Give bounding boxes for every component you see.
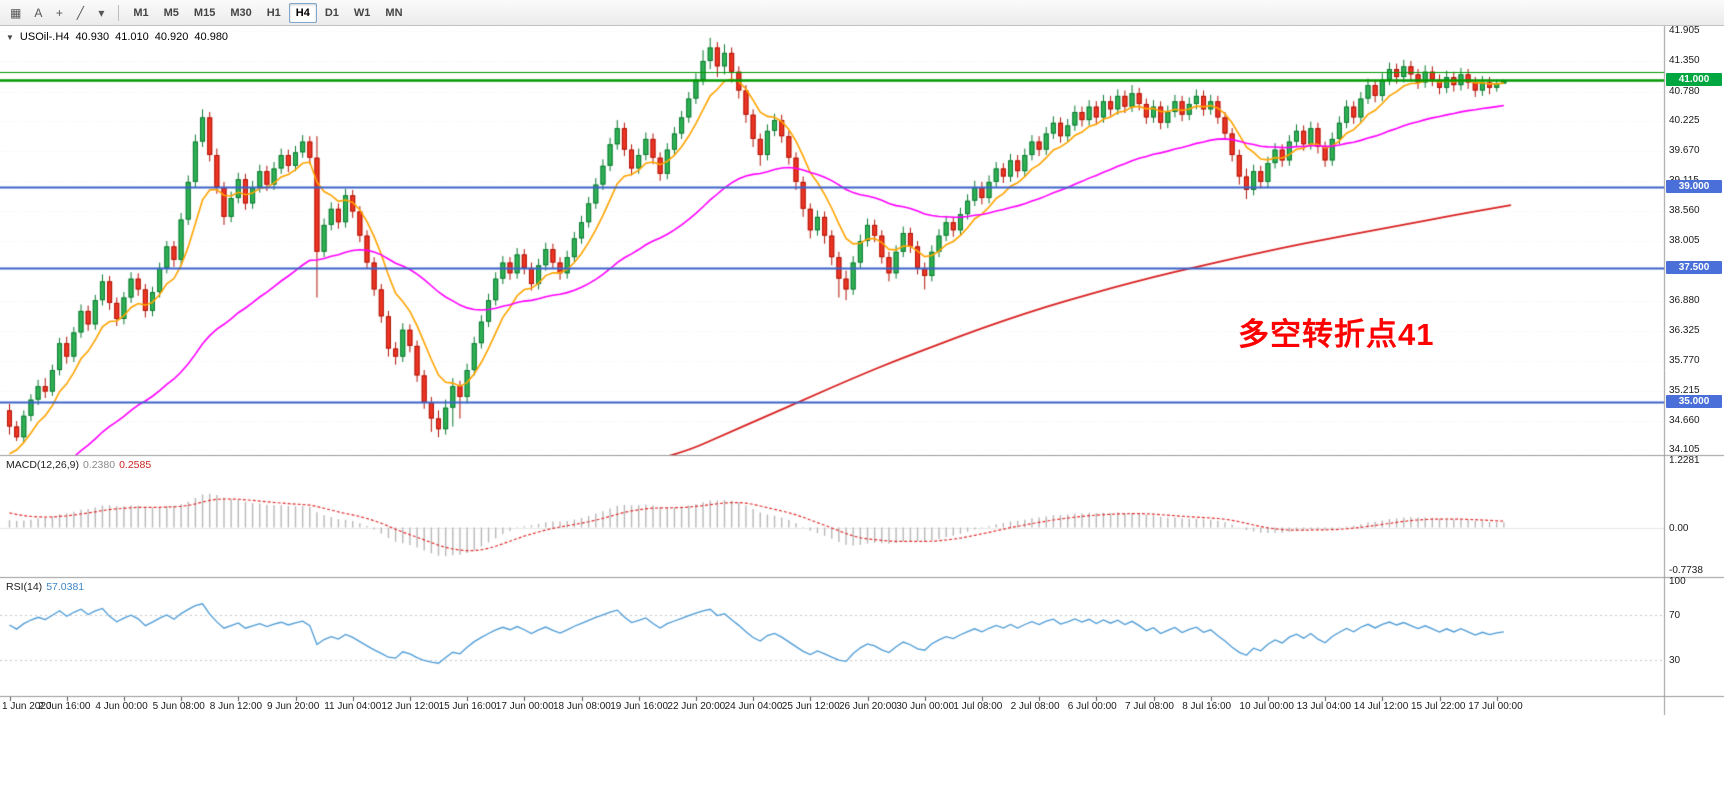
price-tick-label: 35.215 [1669,384,1700,396]
chart-window-icon[interactable]: ▦ [4,3,27,23]
timeframe-button-m1[interactable]: M1 [126,3,155,23]
time-tick-label: 15 Jun 16:00 [438,701,497,712]
collapse-arrow-icon[interactable]: ▼ [6,32,14,42]
price-line-badge: 41.000 [1666,72,1722,86]
rsi-tick-label: 30 [1669,655,1681,667]
symbol-name: USOil-.H4 [19,31,70,43]
price-line-badge: 39.000 [1666,180,1722,194]
time-tick-label: 6 Jul 00:00 [1067,701,1117,712]
time-tick-label: 26 Jun 20:00 [839,701,897,712]
price-tick-label: 40.780 [1669,85,1700,97]
macd-indicator-label: MACD(12,26,9) 0.2380 0.2585 [6,459,151,471]
time-tick-label: 12 Jun 12:00 [381,701,440,712]
time-tick-label: 24 Jun 04:00 [724,701,783,712]
time-tick-label: 1 Jul 08:00 [953,701,1003,712]
timeframe-button-d1[interactable]: D1 [318,3,346,23]
timeframe-button-w1[interactable]: W1 [347,3,378,23]
rsi-value: 57.0381 [46,581,85,593]
symbol-info[interactable]: ▼ USOil-.H4 40.930 41.010 40.920 40.980 [6,31,228,43]
time-tick-label: 22 Jun 20:00 [667,701,726,712]
time-tick-label: 8 Jul 16:00 [1182,701,1232,712]
chart-annotation: 多空转折点41 [1238,317,1435,352]
time-tick-label: 17 Jul 00:00 [1468,701,1523,712]
timeframe-button-m30[interactable]: M30 [223,3,258,23]
time-tick-label: 1 Jun 2020 [2,701,52,712]
rsi-tick-label: 100 [1669,576,1686,588]
timeframe-toolbar: M1 M5 M15 M30 H1 H4 D1 W1 MN [126,2,409,23]
trendline-tool-icon[interactable]: ╱ [70,3,90,23]
price-tick-label: 41.905 [1669,25,1700,37]
time-tick-label: 17 Jun 00:00 [495,701,554,712]
ohlc-low: 40.920 [154,31,189,43]
price-tick-label: 41.350 [1669,54,1700,66]
time-tick-label: 5 Jun 08:00 [152,701,205,712]
time-tick-label: 2 Jul 08:00 [1010,701,1060,712]
time-tick-label: 8 Jun 12:00 [209,701,263,712]
rsi-tick-label: 70 [1669,610,1681,622]
ohlc-close: 40.980 [194,31,229,43]
price-tick-label: 34.105 [1669,444,1700,456]
toolbar-separator [118,4,120,21]
time-tick-label: 14 Jul 12:00 [1353,701,1409,712]
time-tick-label: 13 Jul 04:00 [1296,701,1352,712]
price-tick-label: 35.770 [1669,354,1700,366]
price-tick-label: 39.670 [1669,145,1700,157]
time-tick-label: 25 Jun 12:00 [781,701,840,712]
time-tick-label: 10 Jul 00:00 [1239,701,1294,712]
macd-tick-label: 0.00 [1669,522,1689,534]
timeframe-button-h4[interactable]: H4 [288,2,317,23]
timeframe-button-m5[interactable]: M5 [157,3,186,23]
price-tick-label: 38.560 [1669,204,1700,216]
price-tick-label: 36.325 [1669,325,1700,337]
price-tick-label: 36.880 [1669,295,1700,307]
time-tick-label: 19 Jun 16:00 [610,701,669,712]
macd-tick-label: -0.7738 [1669,565,1703,577]
price-line-badge: 35.000 [1666,395,1722,409]
rsi-name: RSI(14) [6,581,43,593]
ohlc-open: 40.930 [75,31,110,43]
crosshair-icon[interactable]: + [49,3,69,23]
timeframe-button-m15[interactable]: M15 [187,3,222,23]
macd-name: MACD(12,26,9) [6,459,79,471]
time-tick-label: 9 Jun 20:00 [267,701,320,712]
timeframe-button-mn[interactable]: MN [378,3,409,23]
price-tick-label: 38.005 [1669,234,1700,246]
time-tick-label: 15 Jul 22:00 [1411,701,1466,712]
time-tick-label: 18 Jun 08:00 [553,701,611,712]
rsi-indicator-label: RSI(14) 57.0381 [6,581,84,593]
time-tick-label: 4 Jun 00:00 [95,701,148,712]
macd-tick-label: 1.2281 [1669,454,1700,466]
time-tick-label: 30 Jun 00:00 [896,701,955,712]
dropdown-arrow-icon[interactable]: ▾ [91,3,111,23]
toolbar-icon-group: ▦ A + ╱ ▾ [4,3,111,23]
time-tick-label: 7 Jul 08:00 [1125,701,1174,712]
macd-value-main: 0.2380 [82,459,116,471]
toolbar: ▦ A + ╱ ▾ M1 M5 M15 M30 H1 H4 D1 W1 MN [0,0,1724,26]
price-line-badge: 37.500 [1666,260,1722,274]
time-tick-label: 2 Jun 16:00 [38,701,91,712]
ohlc-high: 41.010 [115,31,149,43]
price-tick-label: 40.225 [1669,115,1700,127]
text-annotation-icon[interactable]: A [28,3,48,23]
time-tick-label: 11 Jun 04:00 [324,701,382,712]
timeframe-button-h1[interactable]: H1 [260,3,288,23]
macd-value-signal: 0.2585 [119,459,152,471]
price-tick-label: 34.660 [1669,414,1700,426]
